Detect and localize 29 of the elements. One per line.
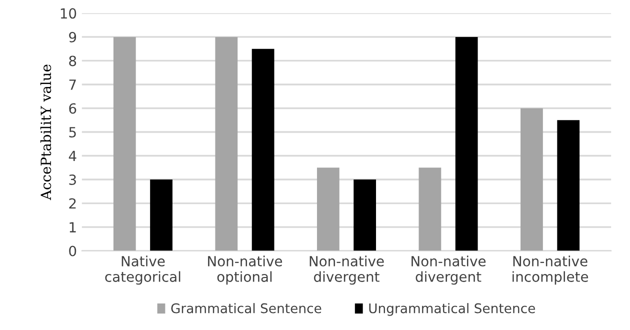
y-tick-label: 10 xyxy=(60,8,76,19)
x-tick-label: Non-native divergent xyxy=(310,256,384,285)
y-tick-label: 3 xyxy=(69,174,76,185)
bar xyxy=(455,36,478,251)
bar xyxy=(520,108,543,251)
bar xyxy=(215,36,238,251)
bar xyxy=(113,36,136,251)
y-tick-label: 5 xyxy=(69,127,76,138)
legend-label: Ungrammatical Sentence xyxy=(369,303,536,316)
x-tick-label: Native categorical xyxy=(105,256,180,285)
y-tick-label: 8 xyxy=(69,56,76,66)
bar xyxy=(150,180,172,251)
legend-label: Grammatical Sentence xyxy=(171,303,322,314)
bar xyxy=(557,120,580,251)
y-tick-label: 0 xyxy=(69,246,76,256)
y-tick-label: 2 xyxy=(69,198,76,209)
bar xyxy=(252,48,274,251)
y-tick-label: 4 xyxy=(68,150,76,162)
x-tick-label: Non-native incomplete xyxy=(512,256,588,285)
y-tick-label: 7 xyxy=(69,80,76,90)
x-tick-label: Non-native divergent xyxy=(412,256,486,285)
y-axis-title: AccePtabilitY value xyxy=(40,64,52,200)
y-tick-label: 6 xyxy=(69,103,76,114)
bar xyxy=(316,168,340,251)
bar xyxy=(354,180,376,251)
bar xyxy=(418,168,442,251)
x-tick-label: Non-native optional xyxy=(208,256,282,285)
y-tick-label: 1 xyxy=(70,222,76,232)
y-tick-label: 9 xyxy=(69,32,76,42)
